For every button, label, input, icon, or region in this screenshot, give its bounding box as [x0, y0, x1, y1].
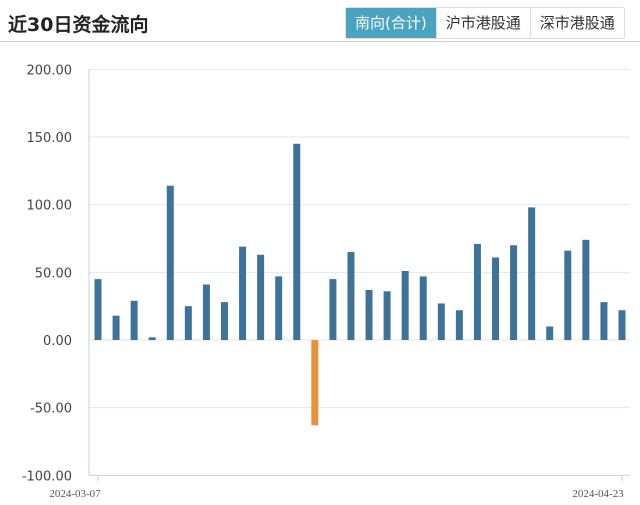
y-tick-label: -50.00	[30, 402, 72, 417]
page-title: 近30日资金流向	[8, 14, 149, 36]
bar[interactable]	[546, 326, 554, 340]
bar[interactable]	[220, 302, 228, 340]
y-tick-label: 50.00	[35, 266, 72, 281]
bar[interactable]	[455, 310, 463, 340]
bar[interactable]	[311, 340, 319, 426]
y-tick-label: 200.00	[27, 63, 73, 78]
y-tick-label: 0.00	[43, 334, 72, 349]
bar[interactable]	[347, 252, 355, 340]
bar[interactable]	[618, 310, 626, 340]
x-tick-label-end: 2024-04-23	[572, 488, 624, 500]
bar[interactable]	[293, 143, 301, 340]
bar[interactable]	[112, 315, 120, 340]
bar[interactable]	[257, 254, 265, 340]
bar[interactable]	[419, 276, 427, 340]
bar[interactable]	[437, 303, 445, 340]
bar[interactable]	[582, 239, 590, 340]
bar[interactable]	[184, 306, 192, 340]
tab-shanghai-connect[interactable]: 沪市港股通	[437, 8, 531, 38]
y-tick-label: -100.00	[22, 469, 72, 484]
bar[interactable]	[275, 276, 283, 340]
bar[interactable]	[166, 185, 174, 340]
tab-bar: 南向(合计) 沪市港股通 深市港股通	[345, 7, 625, 39]
tab-shenzhen-connect[interactable]: 深市港股通	[531, 8, 625, 38]
bar[interactable]	[365, 289, 373, 340]
bar[interactable]	[148, 337, 156, 340]
bar[interactable]	[94, 279, 102, 340]
bar[interactable]	[401, 270, 409, 340]
bar[interactable]	[202, 284, 210, 340]
bar[interactable]	[600, 302, 608, 340]
bar[interactable]	[239, 246, 247, 340]
bar[interactable]	[564, 250, 572, 340]
bar[interactable]	[473, 243, 481, 340]
bar[interactable]	[130, 300, 138, 340]
bar[interactable]	[492, 257, 500, 340]
x-tick-label-start: 2024-03-07	[49, 488, 101, 500]
bar[interactable]	[528, 207, 536, 340]
bar[interactable]	[510, 245, 518, 340]
y-tick-label: 150.00	[27, 131, 73, 146]
tab-southbound-total[interactable]: 南向(合计)	[346, 8, 437, 38]
bar[interactable]	[329, 279, 337, 340]
y-tick-label: 100.00	[27, 199, 73, 214]
header-divider	[0, 41, 640, 42]
bar[interactable]	[383, 291, 391, 340]
